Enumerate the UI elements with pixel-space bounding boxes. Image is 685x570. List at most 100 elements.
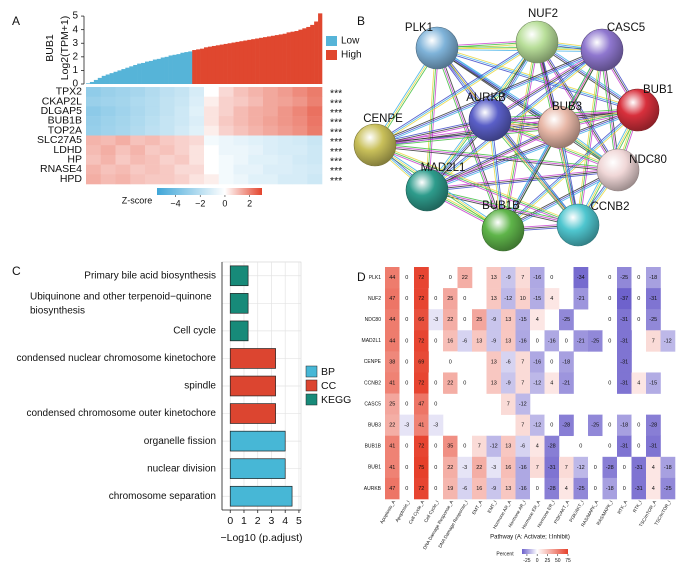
cell-value: -31 [635,465,643,471]
bar [302,28,307,84]
cell-value: -6 [520,444,525,450]
colorbar-title: Percent [496,551,514,557]
heat-cell [307,154,323,165]
heat-cell [617,351,632,373]
heat-cell [263,116,279,127]
heat-cell [588,456,603,479]
heat-cell [631,435,647,458]
heat-cell [218,154,234,165]
heat-cell [218,87,234,97]
cell-value: 4 [652,465,655,471]
heat-cell [218,106,234,117]
cell-value: 16 [505,465,511,471]
cell-value: -9 [491,317,496,323]
heat-cell [631,456,647,479]
row-label: NUF2 [368,296,381,302]
legend-label: KEGG [321,394,351,406]
cell-value: 0 [550,359,553,365]
cell-value: 13 [505,338,511,344]
cell-value: 0 [463,380,466,386]
heat-cell [631,288,647,310]
node-label: NDC80 [629,154,667,166]
legend-label: High [341,50,362,61]
cell-value: -18 [649,275,657,281]
heat-cell [115,87,131,97]
colorbar [157,188,262,195]
heat-cell [115,116,131,127]
node [537,105,581,149]
cell-value: 0 [405,275,408,281]
cell-value: 7 [521,423,524,429]
heat-cell [414,267,429,289]
heat-cell [218,145,234,156]
heat-cell [457,309,473,331]
cell-value: 4 [536,317,539,323]
edge [436,47,504,231]
heat-cell [159,106,175,117]
heat-cell [646,267,661,289]
heat-cell [130,164,146,175]
heat-cell [233,145,249,156]
colorbar [522,549,568,554]
heat-cell [515,477,531,500]
heat-cell [414,414,429,437]
heat-cell [472,330,487,352]
heat-cell [486,477,502,500]
row-label: BUB1 [368,465,381,471]
heat-cell [443,477,458,500]
row-label: LDHD [53,144,82,156]
heat-cell [573,267,589,289]
cell-value: 44 [389,275,395,281]
cell-value: -31 [620,317,628,323]
cell-value: 38 [389,359,395,365]
cell-value: 13 [505,317,511,323]
heat-cell [602,414,618,437]
bar [223,43,228,84]
heat-cell [486,330,502,352]
edge [426,169,619,191]
significance: *** [330,97,342,109]
row-label: MAD2L1 [362,338,382,344]
cell-value: -12 [577,465,585,471]
heat-cell [130,174,146,185]
bar [229,403,276,424]
heat-cell [573,330,589,352]
cell-value: 0 [536,338,539,344]
cell-value: 0 [463,296,466,302]
cell-value: -25 [591,338,599,344]
edge [502,169,619,231]
row-label: CCNB2 [364,380,381,386]
heat-cell [189,87,205,97]
bar [278,34,283,84]
heat-cell [457,330,473,352]
heat-cell [501,393,516,415]
node-label: BUB1 [643,84,673,96]
heat-cell [399,330,415,352]
category-label: nuclear division [147,463,216,474]
row-label: TPX2 [56,86,82,98]
heat-cell [189,164,205,175]
heat-cell [115,164,131,175]
heat-cell [443,372,458,394]
cell-value: 0 [405,380,408,386]
bar [229,320,249,342]
cell-value: 22 [476,465,482,471]
bar [259,37,264,84]
node [481,208,525,252]
heat-cell [145,154,161,165]
heat-cell [602,477,618,500]
heat-cell [385,330,400,352]
heat-cell [515,414,531,437]
heat-cell [646,309,661,331]
cell-value: 72 [418,380,424,386]
legend-label: Low [341,36,360,47]
column-label: RTK_A [616,499,628,515]
heat-cell [292,174,308,185]
cell-value: 22 [462,275,468,281]
heat-cell [145,174,161,185]
cell-value: 72 [418,444,424,450]
heat-cell [646,330,661,352]
heat-cell [189,145,205,156]
heat-cell [130,154,146,165]
edge [503,171,619,232]
